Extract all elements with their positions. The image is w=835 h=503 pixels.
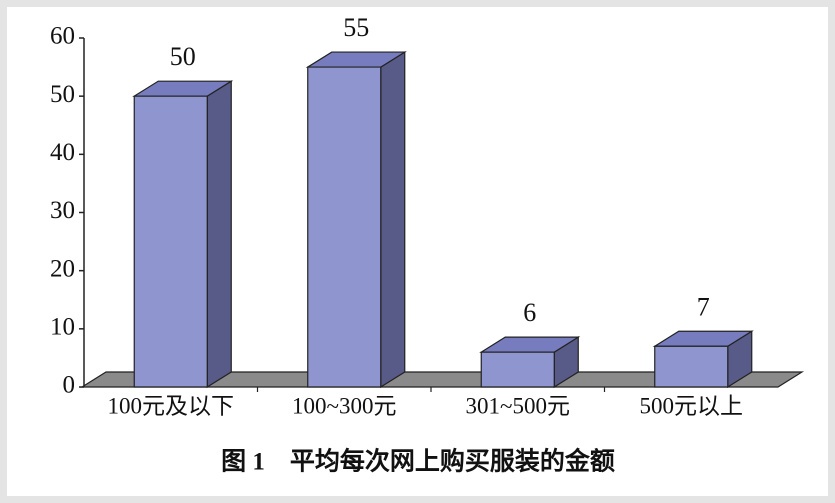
y-tick-label: 60 <box>50 23 75 50</box>
chart-title: 图 1 平均每次网上购买服装的金额 <box>221 447 615 476</box>
bar-side <box>206 80 232 389</box>
bar-side <box>380 51 406 389</box>
y-tick-label: 20 <box>50 255 75 282</box>
x-tick-label: 301~500元 <box>466 393 570 418</box>
value-label: 7 <box>697 292 710 321</box>
bar <box>479 336 581 389</box>
panel <box>7 7 828 496</box>
bar <box>132 80 234 389</box>
bar-front <box>133 95 208 388</box>
x-tick-label: 100~300元 <box>292 393 396 418</box>
bar-front <box>307 66 382 388</box>
bar-front <box>654 345 729 388</box>
bar-front <box>480 351 555 388</box>
bar <box>305 51 407 389</box>
y-tick-label: 0 <box>63 372 76 399</box>
value-label: 6 <box>523 298 536 327</box>
value-label: 55 <box>343 13 369 42</box>
value-label: 50 <box>170 42 196 71</box>
y-tick-label: 40 <box>50 139 75 166</box>
y-tick-label: 30 <box>50 197 75 224</box>
x-tick-label: 100元及以下 <box>108 393 235 418</box>
y-tick-label: 50 <box>50 81 75 108</box>
x-tick-label: 500元以上 <box>640 393 744 418</box>
bar <box>652 330 754 389</box>
y-tick-label: 10 <box>50 314 75 341</box>
